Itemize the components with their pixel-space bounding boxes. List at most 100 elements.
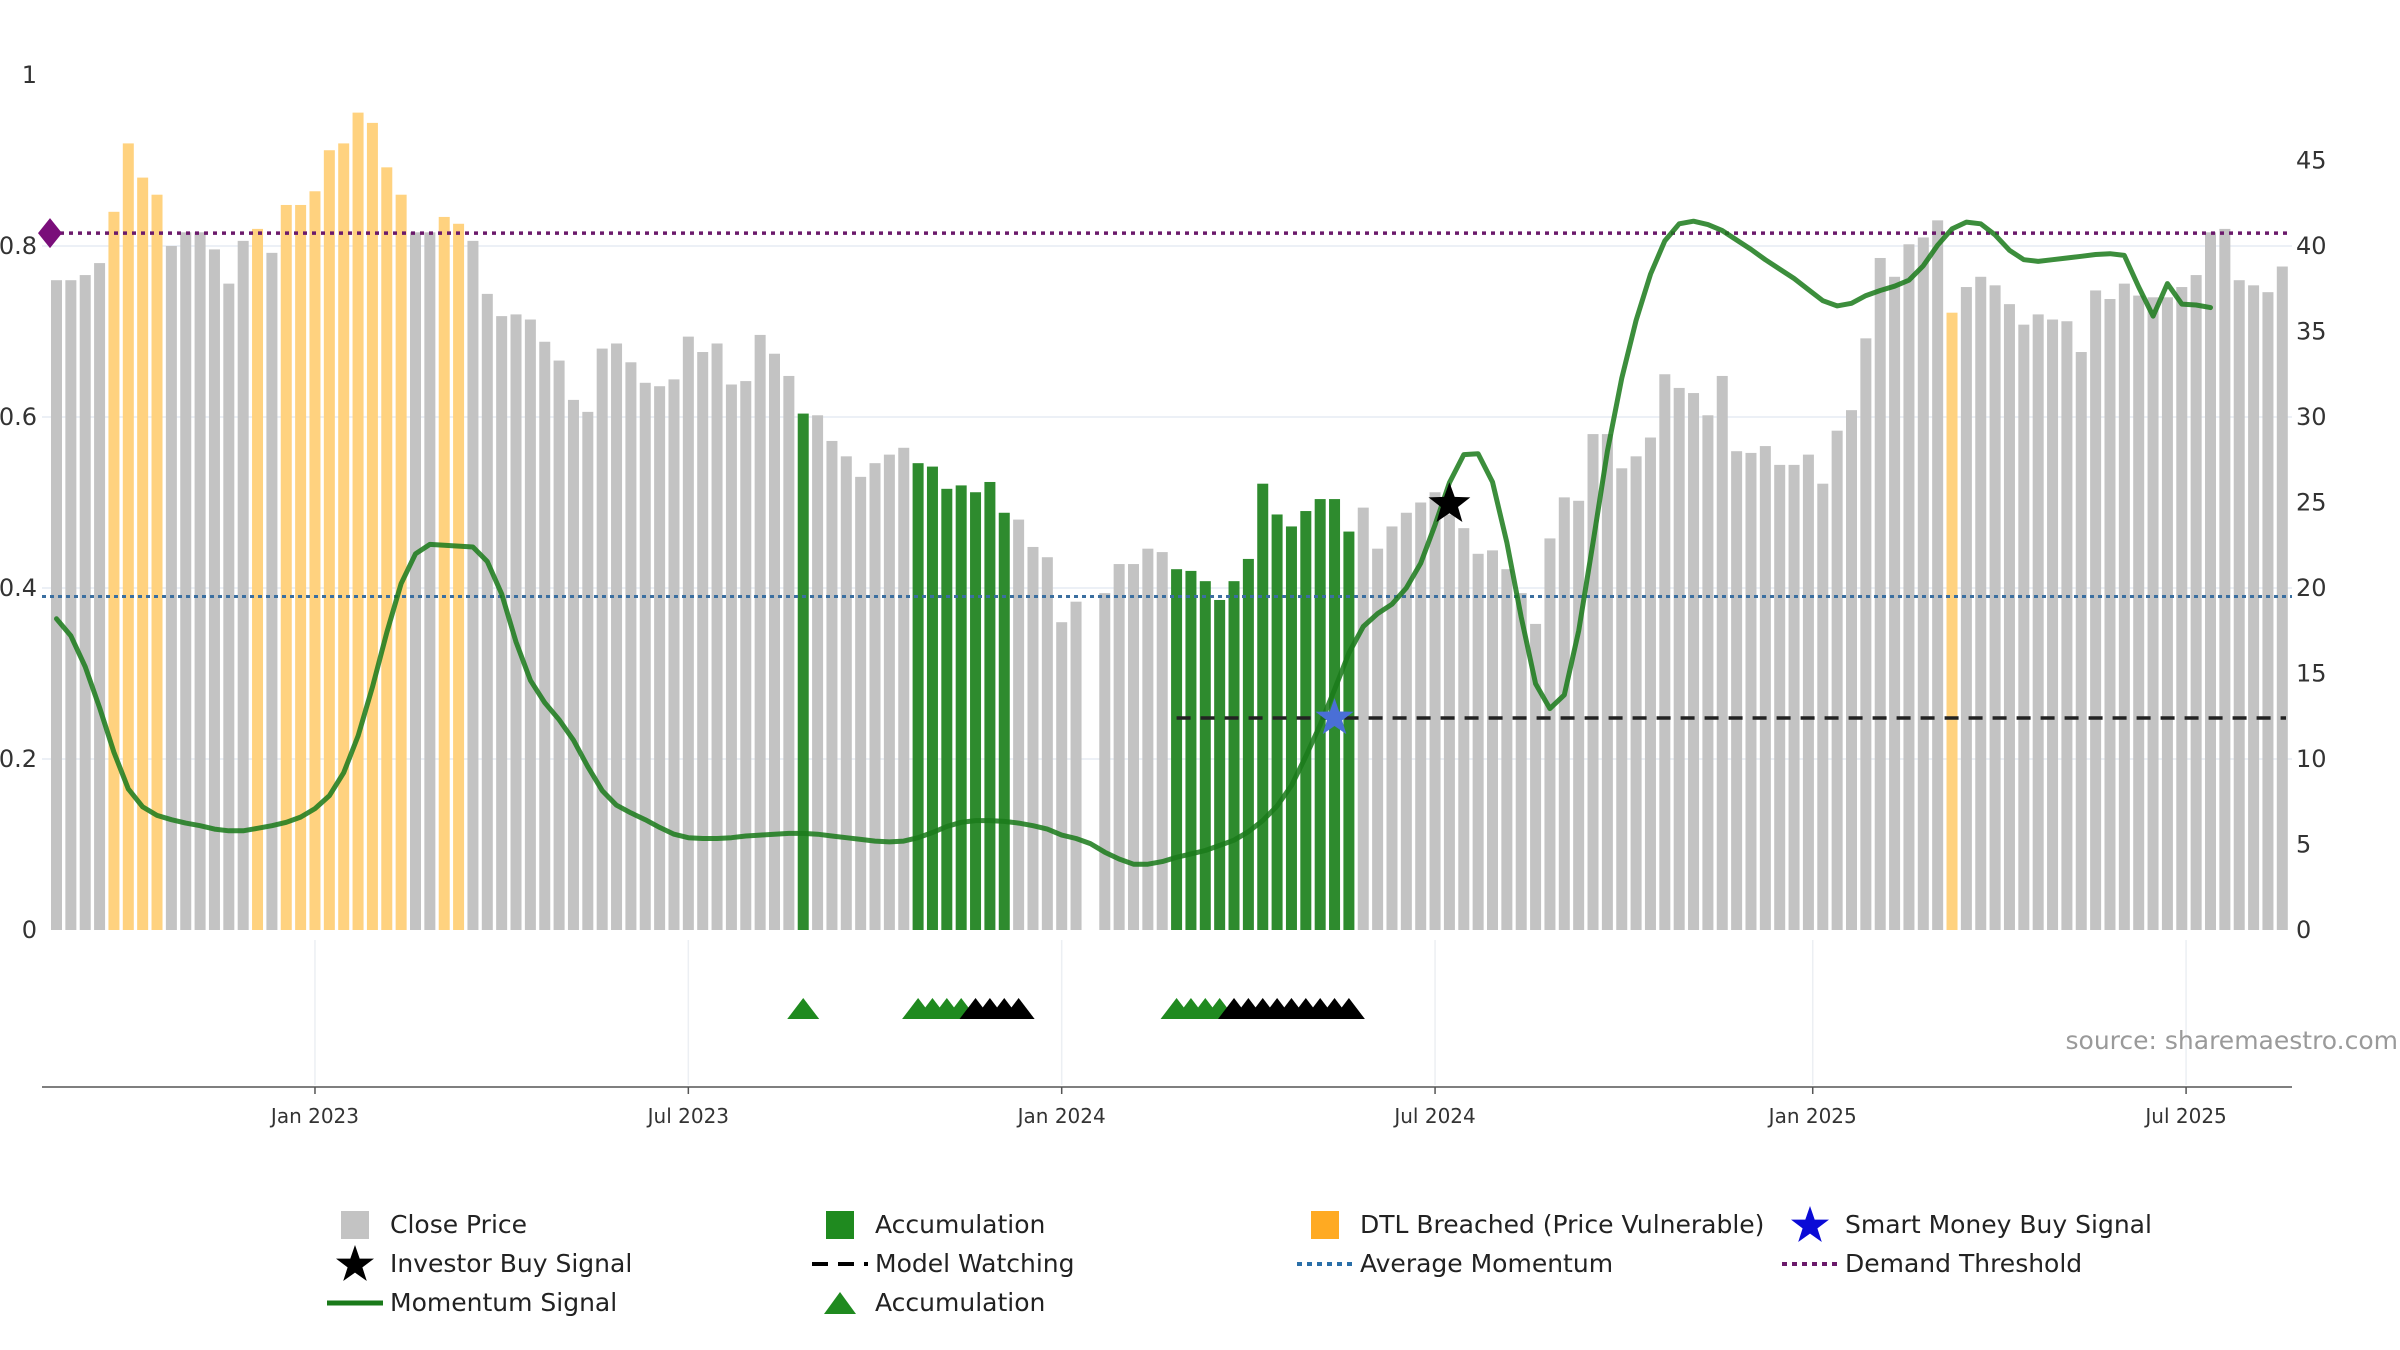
close-price-bar xyxy=(725,384,737,930)
close-price-bar xyxy=(2233,280,2245,930)
close-price-bar xyxy=(1673,387,1685,930)
close-price-bar xyxy=(2190,275,2202,930)
right-tick-label: 25 xyxy=(2296,489,2327,517)
dtl-breached-bar xyxy=(352,112,364,931)
close-price-bar xyxy=(1616,468,1628,930)
accumulation-bar xyxy=(1285,526,1297,930)
close-price-bar xyxy=(1027,546,1039,930)
accumulation-bar xyxy=(797,413,809,931)
close-price-bar xyxy=(2248,285,2260,931)
green-square-icon xyxy=(805,1205,875,1244)
close-price-bar xyxy=(2176,287,2188,930)
accumulation-bar xyxy=(970,492,982,930)
close-price-bar xyxy=(1472,553,1484,930)
investor-buy-signal-star xyxy=(1428,482,1471,522)
close-price-bar xyxy=(1831,430,1843,930)
close-price-bar xyxy=(2018,324,2030,930)
close-price-bar xyxy=(840,456,852,930)
close-price-bar xyxy=(769,353,780,931)
close-price-bar xyxy=(812,415,824,930)
momentum-signal-line xyxy=(54,218,2213,867)
right-tick-label: 30 xyxy=(2296,403,2327,431)
close-price-bar xyxy=(2047,319,2059,930)
accumulation-triangle xyxy=(787,998,820,1019)
close-price-bar xyxy=(611,343,623,931)
close-price-bar xyxy=(1099,593,1111,930)
left-tick-label: 0 xyxy=(22,916,37,944)
close-price-bar xyxy=(2205,232,2216,930)
close-price-bar xyxy=(582,411,594,930)
close-price-bar xyxy=(654,386,666,931)
legend-item: Average Momentum xyxy=(1290,1244,1775,1283)
black-dashed-line-icon xyxy=(805,1244,875,1283)
blue-star-icon xyxy=(1775,1205,1845,1244)
signal-markers xyxy=(38,218,1471,1019)
left-tick-label: 1 xyxy=(22,61,37,89)
close-price-bar xyxy=(2219,228,2231,930)
legend: Close Price Accumulation DTL Breached (Pri… xyxy=(320,1205,2220,1322)
accumulation-bar xyxy=(941,488,953,930)
close-price-bar xyxy=(1587,434,1599,930)
close-price-bar xyxy=(496,316,508,930)
close-price-bar xyxy=(524,319,536,930)
x-tick-label: Jul 2023 xyxy=(646,1104,729,1128)
close-price-bar xyxy=(668,379,680,930)
close-price-bar xyxy=(1128,564,1139,930)
blue-dotted-line-icon xyxy=(1290,1244,1360,1283)
close-price-bar xyxy=(424,232,436,930)
legend-label: Model Watching xyxy=(875,1249,1075,1278)
close-price-bar xyxy=(2133,295,2145,931)
dtl-breached-bar xyxy=(108,211,120,931)
legend-label: Smart Money Buy Signal xyxy=(1845,1210,2152,1239)
close-price-bar xyxy=(1487,550,1498,930)
purple-dotted-line-icon xyxy=(1775,1244,1845,1283)
close-price-bar xyxy=(1070,601,1082,930)
close-price-bar xyxy=(410,232,421,930)
close-price-bar xyxy=(237,240,249,930)
right-tick-label: 45 xyxy=(2296,147,2327,175)
close-price-bar xyxy=(1702,415,1714,930)
close-price-bar xyxy=(266,252,278,931)
dtl-breached-bar xyxy=(323,150,335,931)
dtl-breached-bar xyxy=(151,194,163,930)
close-price-bar xyxy=(869,463,881,930)
close-price-bar xyxy=(1013,519,1025,930)
close-price-bar xyxy=(1630,456,1642,930)
accumulation-bar xyxy=(998,512,1010,930)
close-price-bar xyxy=(754,334,766,930)
x-tick-label: Jan 2025 xyxy=(1767,1104,1857,1128)
close-price-bar xyxy=(1903,244,1915,931)
close-price-bar xyxy=(639,382,651,930)
close-price-bar xyxy=(2003,304,2015,930)
legend-label: Accumulation xyxy=(875,1288,1046,1317)
close-price-bar xyxy=(539,341,551,930)
close-price-bar xyxy=(481,293,493,930)
left-tick-label: 0.6 xyxy=(0,403,37,431)
black-star-icon xyxy=(320,1244,390,1283)
gray-square-icon xyxy=(320,1205,390,1244)
close-price-bar xyxy=(567,399,579,930)
demand-threshold-diamond xyxy=(38,218,62,249)
x-tick-label: Jan 2024 xyxy=(1016,1104,1106,1128)
close-price-bar xyxy=(1041,557,1053,930)
close-price-bar xyxy=(1501,569,1513,930)
close-price-bar xyxy=(2262,292,2274,930)
accumulation-bar xyxy=(1228,581,1240,930)
close-price-bar xyxy=(1142,548,1154,930)
dtl-breached-bar xyxy=(295,204,307,930)
legend-item: Momentum Signal xyxy=(320,1283,805,1322)
right-tick-label: 20 xyxy=(2296,574,2327,602)
close-price-bar xyxy=(467,240,479,930)
close-price-bar xyxy=(1759,446,1771,930)
close-price-bar xyxy=(855,476,867,930)
right-tick-label: 35 xyxy=(2296,318,2327,346)
price-bars xyxy=(51,112,2288,931)
close-price-bar xyxy=(1688,393,1700,930)
close-price-bar xyxy=(2276,266,2288,930)
dtl-breached-bar xyxy=(453,223,465,930)
close-price-bar xyxy=(2075,352,2087,930)
close-price-bar xyxy=(1113,564,1125,930)
orange-square-icon xyxy=(1290,1205,1360,1244)
legend-label: Accumulation xyxy=(875,1210,1046,1239)
